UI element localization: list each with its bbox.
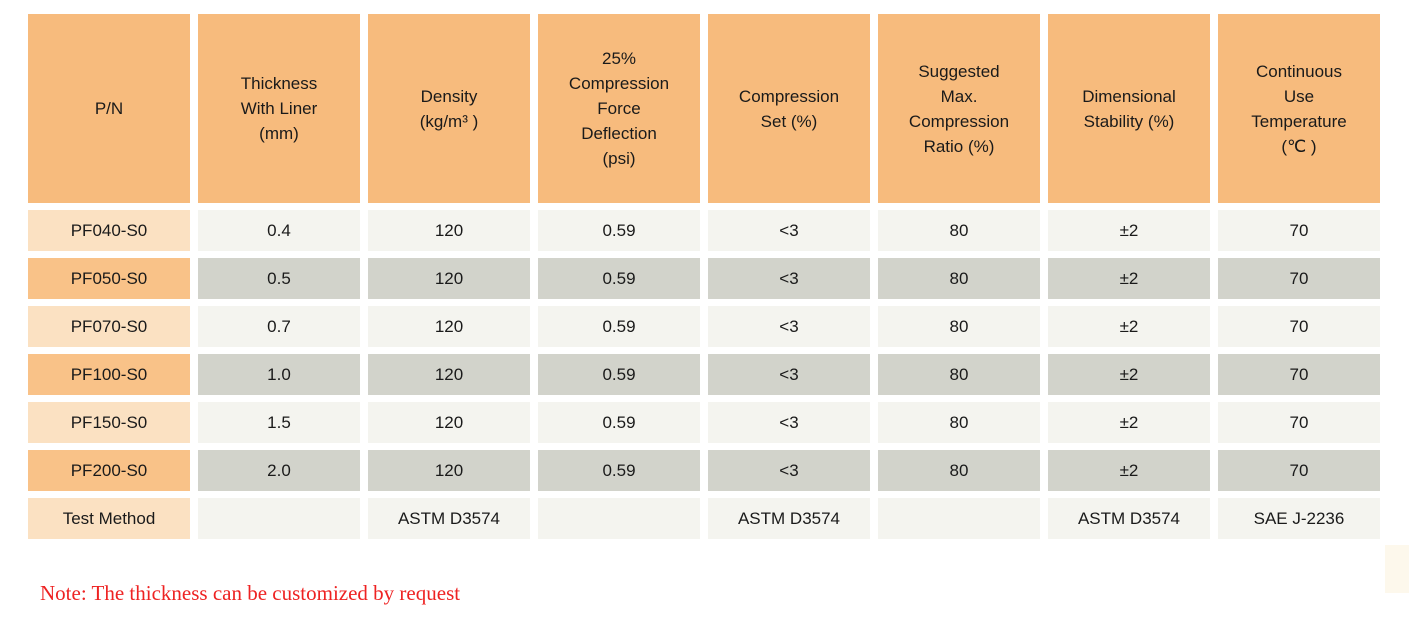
table-row: PF150-S0 1.5 120 0.59 <3 80 ±2 70 (28, 402, 1380, 443)
column-header-dimensional-stability: Dimensional Stability (%) (1048, 14, 1210, 203)
part-number-cell: PF200-S0 (28, 450, 190, 491)
table-row: PF200-S0 2.0 120 0.59 <3 80 ±2 70 (28, 450, 1380, 491)
spec-cell: SAE J-2236 (1218, 498, 1380, 539)
spec-cell: 80 (878, 210, 1040, 251)
page-edge-decoration (1385, 545, 1409, 593)
spec-cell: ±2 (1048, 210, 1210, 251)
spec-cell: <3 (708, 402, 870, 443)
spec-cell: ASTM D3574 (1048, 498, 1210, 539)
spec-cell: ±2 (1048, 402, 1210, 443)
spec-cell: 0.59 (538, 306, 700, 347)
table-row: PF050-S0 0.5 120 0.59 <3 80 ±2 70 (28, 258, 1380, 299)
spec-cell: 120 (368, 354, 530, 395)
spec-cell: 70 (1218, 306, 1380, 347)
spec-cell: ASTM D3574 (708, 498, 870, 539)
spec-cell: 0.4 (198, 210, 360, 251)
spec-cell: 80 (878, 450, 1040, 491)
spec-cell: ±2 (1048, 450, 1210, 491)
spec-cell (878, 498, 1040, 539)
spec-cell: 0.59 (538, 210, 700, 251)
spec-cell: 70 (1218, 258, 1380, 299)
spec-cell: 0.59 (538, 258, 700, 299)
spec-cell: ±2 (1048, 258, 1210, 299)
spec-cell: 120 (368, 210, 530, 251)
test-method-label-cell: Test Method (28, 498, 190, 539)
spec-cell: <3 (708, 450, 870, 491)
table-row: PF040-S0 0.4 120 0.59 <3 80 ±2 70 (28, 210, 1380, 251)
spec-cell: <3 (708, 306, 870, 347)
part-number-cell: PF070-S0 (28, 306, 190, 347)
spec-cell: 70 (1218, 402, 1380, 443)
spec-cell (198, 498, 360, 539)
spec-cell: <3 (708, 258, 870, 299)
spec-table: P/N Thickness With Liner (mm) Density (k… (20, 7, 1388, 546)
spec-cell: 0.7 (198, 306, 360, 347)
spec-cell: 0.59 (538, 402, 700, 443)
spec-cell: 0.59 (538, 450, 700, 491)
spec-cell: 120 (368, 258, 530, 299)
spec-cell: 120 (368, 306, 530, 347)
spec-cell: 80 (878, 354, 1040, 395)
spec-cell: 2.0 (198, 450, 360, 491)
spec-cell: 70 (1218, 450, 1380, 491)
spec-cell: 120 (368, 450, 530, 491)
table-row: PF100-S0 1.0 120 0.59 <3 80 ±2 70 (28, 354, 1380, 395)
column-header-pn: P/N (28, 14, 190, 203)
header-row: P/N Thickness With Liner (mm) Density (k… (28, 14, 1380, 203)
spec-cell: 0.59 (538, 354, 700, 395)
note-text: Note: The thickness can be customized by… (40, 581, 461, 605)
part-number-cell: PF040-S0 (28, 210, 190, 251)
column-header-max-compression-ratio: Suggested Max. Compression Ratio (%) (878, 14, 1040, 203)
column-header-compression-force-deflection: 25% Compression Force Deflection (psi) (538, 14, 700, 203)
spec-cell: <3 (708, 210, 870, 251)
part-number-cell: PF100-S0 (28, 354, 190, 395)
spec-cell: 120 (368, 402, 530, 443)
column-header-thickness: Thickness With Liner (mm) (198, 14, 360, 203)
spec-cell: <3 (708, 354, 870, 395)
part-number-cell: PF050-S0 (28, 258, 190, 299)
spec-cell: 0.5 (198, 258, 360, 299)
spec-cell: 80 (878, 306, 1040, 347)
spec-cell: 1.0 (198, 354, 360, 395)
spec-cell: 80 (878, 258, 1040, 299)
part-number-cell: PF150-S0 (28, 402, 190, 443)
spec-cell (538, 498, 700, 539)
spec-cell: 80 (878, 402, 1040, 443)
spec-cell: ±2 (1048, 306, 1210, 347)
table-row: PF070-S0 0.7 120 0.59 <3 80 ±2 70 (28, 306, 1380, 347)
spec-cell: 70 (1218, 354, 1380, 395)
column-header-density: Density (kg/m³ ) (368, 14, 530, 203)
spec-cell: 70 (1218, 210, 1380, 251)
column-header-continuous-use-temperature: Continuous Use Temperature (℃ ) (1218, 14, 1380, 203)
spec-cell: ±2 (1048, 354, 1210, 395)
column-header-compression-set: Compression Set (%) (708, 14, 870, 203)
spec-cell: 1.5 (198, 402, 360, 443)
spec-cell: ASTM D3574 (368, 498, 530, 539)
test-method-row: Test Method ASTM D3574 ASTM D3574 ASTM D… (28, 498, 1380, 539)
